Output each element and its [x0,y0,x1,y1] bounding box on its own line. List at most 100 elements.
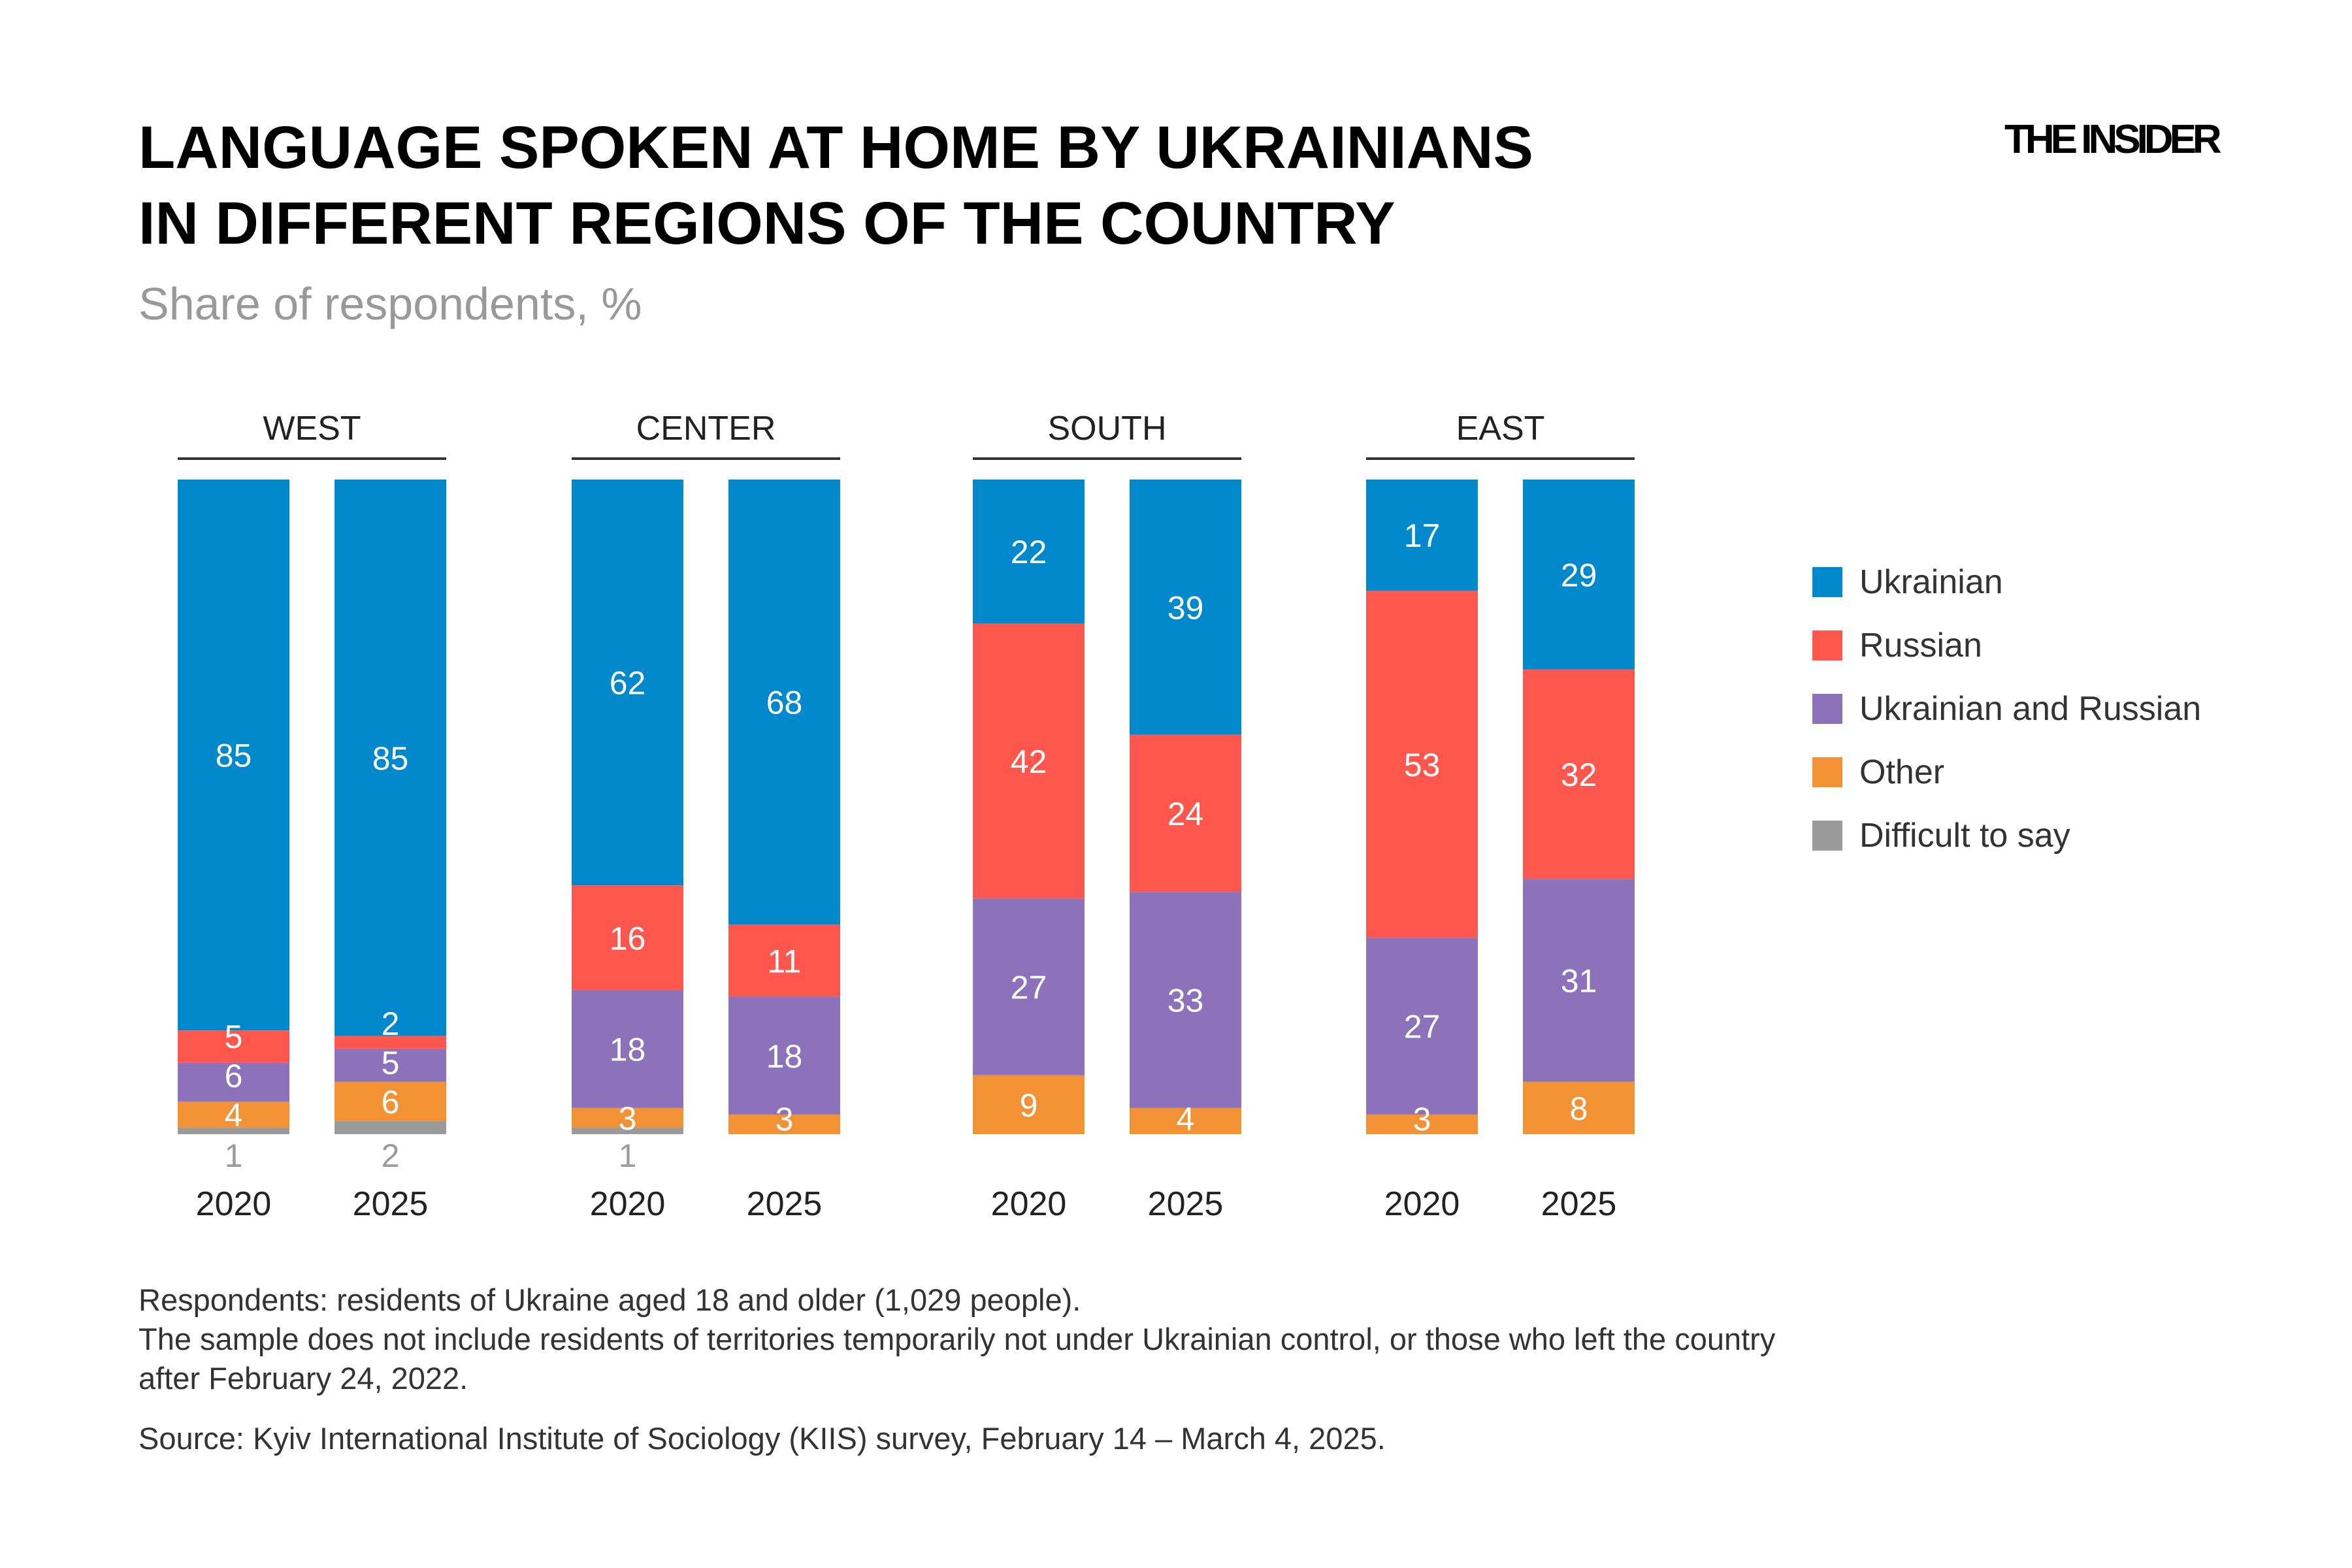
legend-swatch [1812,757,1842,787]
data-label: 3 [1413,1101,1431,1137]
bar-segment-russian [178,1030,289,1063]
data-label: 39 [1168,589,1204,626]
bar-segment-ukrainian-and-russian [572,990,683,1108]
bar-segment-ukrainian-and-russian [1523,879,1635,1082]
legend-label: Ukrainian [1859,563,2003,601]
data-label: 8 [1570,1090,1588,1127]
bar-segment-other [1366,1114,1478,1134]
legend-item: Ukrainian and Russian [1812,677,2201,740]
legend-swatch [1812,566,1842,597]
title-line-2: IN DIFFERENT REGIONS OF THE COUNTRY [139,190,1396,257]
bar-segment-ukrainian [728,480,840,925]
data-label: 22 [1011,534,1047,570]
bar-segment-ukrainian [335,480,446,1036]
title-line-1: LANGUAGE SPOKEN AT HOME BY UKRAINIANS [139,114,1533,181]
the-insider-logo: THE INSIDER [2004,117,2222,162]
bar-segment-ukrainian [1523,480,1635,670]
legend-item: Russian [1812,613,2201,677]
legend-swatch [1812,820,1842,851]
bar-segment-russian [973,623,1085,899]
bar-segment-russian [1366,591,1478,938]
data-label: 31 [1561,963,1597,1000]
data-label: 11 [768,943,802,979]
year-label: 2025 [747,1185,823,1223]
data-label: 5 [382,1045,400,1081]
year-label: 2025 [353,1185,429,1223]
bar-segment-ukrainian [1130,480,1241,735]
data-label: 6 [382,1084,400,1120]
year-label: 2020 [1384,1185,1460,1223]
data-label: 68 [766,685,803,721]
bar-segment-ukrainian [973,480,1085,624]
note-sample-cont: after February 24, 2022. [139,1361,468,1396]
data-label: 29 [1561,557,1597,593]
legend-item: Other [1812,740,2201,804]
legend-item: Ukrainian [1812,550,2201,613]
data-label: 32 [1561,757,1597,793]
legend-swatch [1812,693,1842,724]
data-label: 3 [776,1101,794,1137]
data-label: 1 [619,1137,637,1174]
bar-segment-russian [572,885,683,990]
legend-label: Other [1859,753,1945,791]
data-label: 4 [225,1097,243,1134]
legend-item: Difficult to say [1812,804,2201,867]
year-label: 2020 [991,1185,1067,1223]
data-label: 1 [225,1137,243,1174]
data-label: 24 [1168,796,1204,832]
legend-label: Ukrainian and Russian [1859,689,2202,728]
bar-segment-ukrainian [572,480,683,886]
chart-subtitle: Share of respondents, % [139,278,642,329]
data-label: 16 [610,920,646,956]
note-sample: The sample does not include residents of… [139,1322,1776,1356]
footnotes: Respondents: residents of Ukraine aged 1… [139,1281,1775,1458]
data-label: 5 [225,1019,243,1055]
year-label: 2020 [590,1185,666,1223]
bar-segment-russian [335,1036,446,1049]
year-label: 2025 [1148,1185,1224,1223]
data-label: 2 [382,1137,400,1174]
data-label: 62 [610,665,646,702]
data-label: 27 [1404,1009,1441,1045]
bar-segment-ukrainian-and-russian [1366,938,1478,1115]
legend: Ukrainian Russian Ukrainian and Russian Oth… [1812,550,2201,867]
data-label: 85 [216,738,252,774]
bar-segment-other [178,1102,289,1128]
bar-segment-ukrainian-and-russian [728,996,840,1115]
data-label: 2 [382,1005,400,1042]
bar-segment-russian [1130,734,1241,892]
bar-segment-other [973,1075,1085,1134]
bar-segment-other [1523,1081,1635,1134]
data-label: 18 [766,1038,803,1075]
region-label: EAST [1456,410,1545,448]
note-respondents: Respondents: residents of Ukraine aged 1… [139,1282,1081,1317]
year-label: 2020 [196,1185,272,1223]
legend-label: Difficult to say [1859,816,2070,855]
data-label: 18 [610,1032,646,1068]
bar-segment-russian [728,924,840,997]
region-label: CENTER [636,410,776,448]
bar-segment-difficult-to-say [335,1120,446,1134]
bar-segment-ukrainian-and-russian [178,1062,289,1102]
bar-segment-other [1130,1107,1241,1134]
bar-segment-difficult-to-say [572,1127,683,1134]
bar-segment-other [572,1107,683,1128]
data-label: 4 [1177,1101,1195,1137]
data-label: 53 [1404,747,1441,783]
legend-swatch [1812,630,1842,661]
bar-segment-ukrainian [1366,480,1478,591]
legend-label: Russian [1859,626,1982,664]
bar-segment-other [335,1081,446,1121]
bar-segment-ukrainian-and-russian [973,898,1085,1075]
data-label: 27 [1011,970,1047,1006]
data-label: 9 [1020,1087,1038,1124]
chart-title: LANGUAGE SPOKEN AT HOME BY UKRAINIANS IN … [139,110,1533,261]
data-label: 17 [1404,517,1441,554]
region-label: SOUTH [1048,410,1167,448]
data-label: 33 [1168,983,1204,1019]
bar-segment-other [728,1114,840,1134]
year-label: 2025 [1541,1185,1617,1223]
data-label: 85 [372,740,409,777]
data-label: 42 [1011,743,1047,780]
